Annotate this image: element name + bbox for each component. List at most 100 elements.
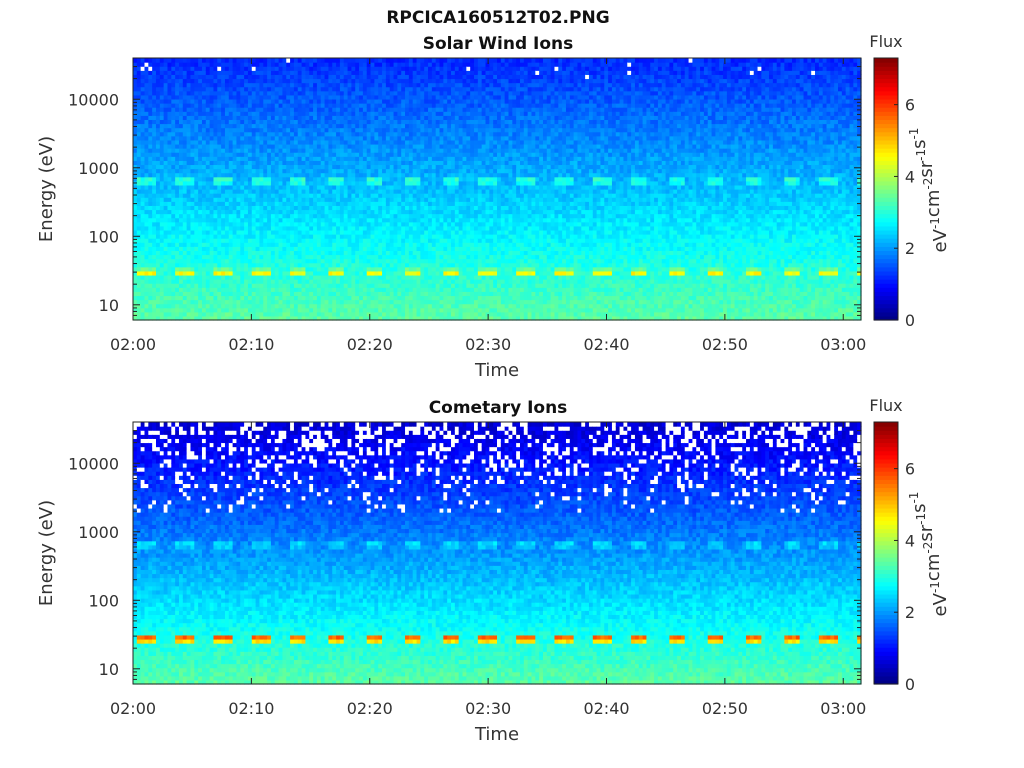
heatmap-cell: [290, 131, 295, 137]
heatmap-cell: [355, 270, 360, 276]
heatmap-cell: [144, 90, 149, 96]
heatmap-cell: [186, 193, 192, 198]
heatmap-cell: [167, 299, 172, 305]
heatmap-cell: [155, 94, 161, 100]
heatmap-cell: [324, 58, 330, 63]
heatmap-cell: [224, 148, 230, 153]
heatmap-cell: [244, 274, 249, 280]
heatmap-cell: [385, 94, 391, 100]
heatmap-cell: [236, 143, 241, 149]
heatmap-cell: [282, 164, 287, 170]
heatmap-cell: [428, 246, 433, 251]
heatmap-cell: [221, 209, 226, 215]
heatmap-cell: [209, 131, 215, 137]
heatmap-cell: [362, 258, 368, 264]
heatmap-cell: [194, 143, 199, 149]
heatmap-cell: [278, 270, 284, 276]
heatmap-cell: [159, 189, 165, 194]
heatmap-cell: [171, 148, 176, 153]
heatmap-cell: [232, 234, 238, 239]
heatmap-cell: [232, 86, 238, 92]
heatmap-cell: [393, 221, 398, 227]
heatmap-cell: [205, 311, 211, 317]
heatmap-cell: [201, 156, 207, 161]
heatmap-cell: [332, 119, 337, 125]
heatmap-cell: [297, 82, 303, 88]
heatmap-cell: [290, 287, 295, 292]
heatmap-cell: [194, 180, 199, 186]
heatmap-cell: [175, 86, 180, 92]
heatmap-cell: [133, 315, 138, 321]
heatmap-cell: [228, 131, 234, 137]
heatmap-cell: [408, 303, 414, 309]
heatmap-cell: [251, 156, 257, 161]
heatmap-cell: [424, 107, 429, 112]
heatmap-cell: [401, 135, 406, 141]
heatmap-cell: [378, 156, 383, 161]
heatmap-cell: [324, 303, 330, 309]
heatmap-cell: [412, 283, 418, 288]
heatmap-cell: [232, 66, 238, 71]
heatmap-cell: [282, 139, 287, 145]
heatmap-cell: [374, 115, 379, 120]
heatmap-cell: [263, 229, 268, 235]
heatmap-cell: [316, 94, 322, 100]
heatmap-cell: [244, 270, 249, 276]
heatmap-cell: [236, 160, 241, 166]
heatmap-cell: [228, 119, 234, 125]
heatmap-cell: [247, 303, 253, 309]
heatmap-cell: [343, 180, 349, 186]
heatmap-cell: [370, 295, 375, 301]
heatmap-cell: [244, 111, 249, 116]
heatmap-cell: [232, 131, 238, 137]
heatmap-cell: [232, 287, 238, 292]
heatmap-cell: [293, 270, 299, 276]
heatmap-cell: [336, 103, 341, 108]
heatmap-cell: [320, 201, 326, 206]
heatmap-cell: [144, 279, 149, 284]
heatmap-cell: [205, 62, 211, 67]
heatmap-cell: [167, 201, 172, 206]
heatmap-cell: [244, 168, 249, 174]
heatmap-cell: [316, 307, 322, 313]
heatmap-cell: [224, 164, 230, 170]
heatmap-cell: [332, 184, 337, 190]
heatmap-cell: [408, 94, 414, 100]
heatmap-cell: [247, 217, 253, 223]
heatmap-cell: [213, 90, 218, 96]
heatmap-cell: [385, 58, 391, 63]
heatmap-cell: [305, 115, 310, 120]
heatmap-cell: [378, 143, 383, 149]
heatmap-cell: [378, 234, 383, 239]
heatmap-cell: [343, 164, 349, 170]
heatmap-cell: [217, 94, 222, 100]
heatmap-cell: [339, 160, 345, 166]
heatmap-cell: [155, 217, 161, 223]
heatmap-cell: [366, 213, 372, 219]
heatmap-cell: [240, 164, 245, 170]
heatmap-cell: [359, 94, 364, 100]
heatmap-cell: [194, 139, 199, 145]
heatmap-cell: [140, 238, 146, 243]
heatmap-cell: [305, 205, 310, 211]
heatmap-cell: [347, 156, 352, 161]
heatmap-cell: [144, 225, 149, 231]
heatmap-cell: [385, 258, 391, 264]
heatmap-cell: [370, 111, 375, 116]
heatmap-cell: [259, 238, 264, 243]
heatmap-cell: [347, 311, 352, 317]
heatmap-cell: [186, 242, 192, 247]
heatmap-cell: [397, 70, 402, 75]
heatmap-cell: [240, 135, 245, 141]
heatmap-cell: [316, 217, 322, 223]
heatmap-cell: [382, 74, 387, 80]
heatmap-cell: [148, 66, 153, 71]
heatmap-cell: [290, 205, 295, 211]
heatmap-cell: [209, 86, 215, 92]
heatmap-cell: [186, 283, 192, 288]
heatmap-cell: [270, 143, 276, 149]
heatmap-cell: [412, 148, 418, 153]
heatmap-cell: [213, 164, 218, 170]
heatmap-cell: [159, 209, 165, 215]
heatmap-cell: [221, 242, 226, 247]
